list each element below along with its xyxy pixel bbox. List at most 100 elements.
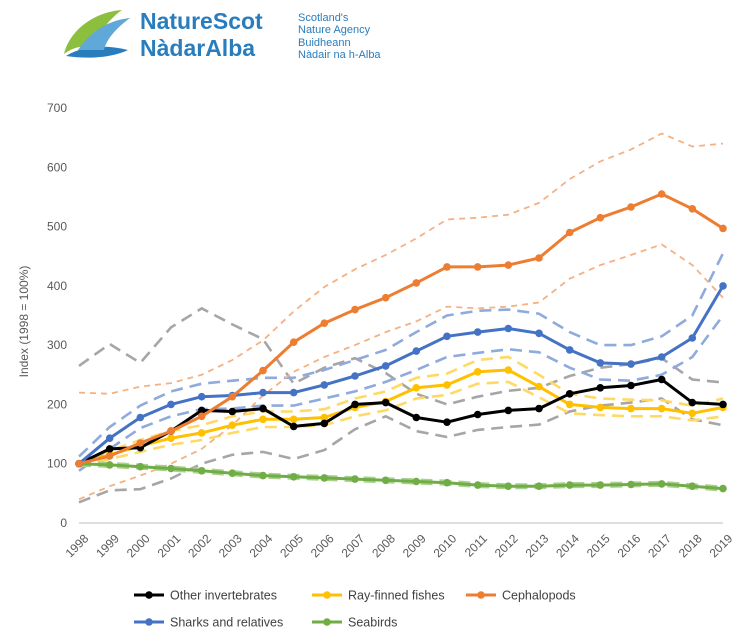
ci-upper-line: [78, 460, 724, 489]
data-point: [289, 388, 298, 397]
data-point: [657, 480, 666, 488]
x-tick-label: 2012: [492, 531, 521, 560]
data-point: [504, 261, 513, 269]
data-point: [473, 263, 482, 271]
data-point: [320, 381, 329, 389]
x-tick-label: 2019: [707, 531, 736, 560]
data-point: [259, 366, 267, 375]
data-point: [657, 190, 666, 198]
data-point: [351, 372, 359, 380]
data-point: [657, 404, 666, 413]
data-point: [136, 462, 145, 471]
data-point: [627, 203, 635, 211]
data-point: [320, 319, 329, 328]
data-point: [412, 413, 421, 422]
data-point: [596, 481, 605, 489]
ci-lower-line: [78, 464, 724, 492]
ci-lower-line: [78, 397, 724, 504]
x-tick-label: 2007: [339, 531, 368, 560]
data-point: [688, 482, 697, 491]
data-point: [197, 406, 206, 415]
data-point: [75, 459, 83, 468]
series-line: [78, 285, 725, 465]
data-point: [443, 263, 451, 271]
ci-lower-line: [78, 314, 725, 472]
y-tick-label: 200: [47, 397, 67, 411]
data-point: [228, 469, 237, 478]
data-point: [197, 412, 206, 421]
brand-name-en: NatureScot: [140, 8, 263, 34]
confidence-intervals: [78, 132, 725, 504]
series-line: [78, 462, 724, 491]
data-point: [351, 475, 359, 483]
data-point: [197, 429, 206, 437]
x-tick-label: 2010: [431, 531, 460, 560]
data-point: [136, 413, 145, 422]
data-point: [535, 329, 543, 338]
x-tick-label: 2008: [369, 531, 398, 560]
data-point: [412, 477, 421, 486]
data-point: [627, 480, 635, 489]
y-tick-label: 300: [47, 338, 67, 352]
brand-tagline-gd-2: Nàdair na h-Alba: [298, 49, 381, 61]
legend-swatch-marker: [477, 591, 485, 599]
data-point: [105, 452, 114, 460]
data-point: [596, 384, 605, 392]
data-point: [504, 482, 513, 491]
brand-name-gd: NàdarAlba: [140, 35, 255, 61]
y-tick-label: 500: [47, 220, 67, 234]
data-point: [259, 388, 267, 397]
x-tick-label: 2015: [584, 531, 613, 560]
data-point: [167, 434, 175, 443]
y-tick-label: 600: [47, 160, 67, 174]
data-point: [351, 305, 359, 314]
legend-label: Seabirds: [348, 616, 397, 630]
data-point: [688, 398, 697, 407]
data-point: [627, 404, 635, 413]
ci-upper-line: [78, 132, 724, 395]
x-tick-label: 2003: [216, 531, 245, 560]
legend-swatch-marker: [145, 591, 153, 599]
ci-lower-line: [78, 380, 724, 467]
series-lines: [75, 190, 727, 493]
legend-swatch-marker: [145, 618, 153, 626]
data-point: [320, 413, 329, 422]
data-point: [657, 375, 666, 384]
brand-tagline-en-2: Nature Agency: [298, 24, 371, 36]
data-point: [565, 228, 574, 237]
data-point: [535, 254, 543, 262]
brand-tagline-gd-1: Buidheann: [298, 37, 351, 49]
leaf-logo-icon: [64, 10, 130, 58]
legend-label: Cephalopods: [502, 589, 576, 603]
data-point: [443, 418, 451, 427]
data-point: [320, 419, 329, 428]
data-point: [535, 482, 543, 491]
data-point: [197, 392, 206, 401]
data-point: [504, 366, 513, 374]
data-point: [473, 410, 482, 419]
x-tick-label: 2002: [185, 531, 214, 560]
data-point: [627, 381, 635, 390]
data-point: [259, 415, 267, 424]
data-point: [719, 400, 727, 409]
x-tick-label: 1998: [63, 531, 92, 560]
data-point: [259, 404, 267, 413]
x-tick-label: 2017: [645, 531, 674, 560]
data-point: [596, 213, 605, 222]
x-tick-label: 2004: [247, 531, 276, 560]
data-point: [565, 390, 574, 398]
data-point: [381, 293, 390, 302]
data-point: [381, 476, 390, 485]
y-tick-label: 700: [47, 101, 67, 115]
legend-label: Ray-finned fishes: [348, 589, 445, 603]
data-point: [289, 338, 298, 347]
x-tick-label: 1999: [93, 531, 122, 560]
data-point: [565, 346, 574, 354]
data-point: [167, 427, 175, 435]
data-point: [596, 359, 605, 367]
data-point: [105, 461, 114, 469]
data-point: [289, 473, 298, 481]
data-point: [627, 360, 635, 368]
x-tick-label: 2009: [400, 531, 429, 560]
data-point: [657, 353, 666, 361]
